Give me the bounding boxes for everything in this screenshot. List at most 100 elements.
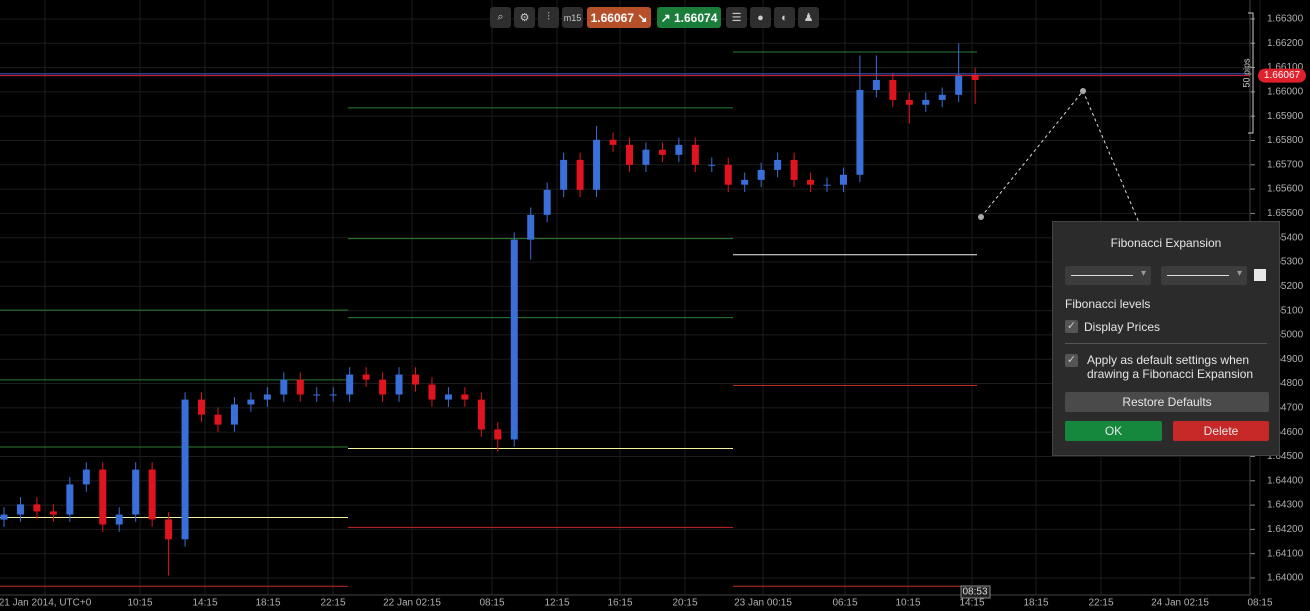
x-tick-label: 08:15	[1247, 598, 1272, 609]
x-tick-label: 10:15	[127, 598, 152, 609]
fib-point	[1080, 88, 1086, 94]
candle-body	[148, 469, 156, 520]
fibonacci-dialog: Fibonacci Expansion Fibonacci levels ✓ D…	[1052, 221, 1280, 456]
x-tick-label: 06:15	[832, 598, 857, 609]
candle-body	[839, 174, 847, 185]
candle-body	[181, 399, 189, 540]
x-tick-label: 14:15	[959, 598, 984, 609]
candle-body	[165, 519, 173, 540]
range-bracket	[1248, 12, 1254, 134]
dialog-title: Fibonacci Expansion	[1110, 236, 1222, 250]
range-label: 50 pips	[1241, 58, 1251, 88]
candle-body	[527, 214, 535, 240]
color-picker[interactable]	[1254, 269, 1266, 281]
y-tick-label: 1.65900	[1267, 111, 1304, 122]
y-tick-label: 1.64300	[1267, 500, 1304, 511]
sell-button[interactable]: 1.66067 ↘	[587, 7, 651, 28]
delete-button[interactable]: Delete	[1173, 421, 1269, 441]
line-width-dropdown[interactable]	[1161, 266, 1247, 285]
y-tick-label: 1.64500	[1267, 451, 1304, 462]
x-tick-label: 12:15	[544, 598, 569, 609]
ok-button[interactable]: OK	[1065, 421, 1162, 441]
y-tick-label: 1.64000	[1267, 573, 1304, 584]
checkbox-label: Apply as default settings when drawing a…	[1087, 353, 1254, 381]
candle-body	[0, 514, 8, 520]
y-tick-label: 1.64600	[1267, 427, 1304, 438]
x-tick-label: 23 Jan 00:15	[734, 598, 792, 609]
candle-body	[296, 379, 304, 395]
checkbox[interactable]: ✓	[1065, 354, 1078, 367]
line-style-dropdown[interactable]	[1065, 266, 1151, 285]
checkbox-label: Display Prices	[1084, 320, 1161, 334]
trader-button[interactable]: ♟	[798, 7, 819, 28]
candle-body	[790, 159, 798, 180]
restore-button[interactable]: Restore Defaults	[1065, 392, 1269, 412]
candle-body	[362, 374, 370, 380]
y-tick-label: 1.66200	[1267, 38, 1304, 49]
zoom-button[interactable]: ⌕	[490, 7, 511, 28]
y-tick-label: 1.64700	[1267, 402, 1304, 413]
x-tick-label: 21 Jan 2014, UTC+0	[0, 598, 92, 609]
candle-body	[461, 394, 469, 400]
info-button[interactable]: ●	[750, 7, 771, 28]
candle-body	[198, 399, 206, 415]
candle-body	[675, 144, 683, 155]
candle-body	[971, 74, 979, 80]
candle-body	[889, 79, 897, 100]
candle-body	[658, 149, 666, 155]
candle-body	[609, 139, 617, 145]
chart-settings-button[interactable]: ⚙	[514, 7, 535, 28]
candle-body	[395, 374, 403, 395]
candle-body	[412, 374, 419, 385]
timeframe-button[interactable]: m15	[562, 7, 583, 28]
y-tick-label: 1.64200	[1267, 524, 1304, 535]
candle-body	[16, 504, 24, 515]
y-tick-label: 1.65100	[1267, 305, 1304, 316]
candle-body	[708, 164, 716, 166]
candle-body	[49, 511, 57, 515]
divider	[1065, 343, 1267, 344]
candle-body	[856, 89, 864, 175]
cursor-time: 08:53	[962, 587, 987, 598]
buy-button[interactable]: ↗ 1.66074	[657, 7, 721, 28]
candle-body	[560, 159, 568, 190]
candle-body	[280, 379, 288, 395]
x-tick-label: 08:15	[479, 598, 504, 609]
candle-body	[642, 149, 650, 165]
y-tick-label: 1.64100	[1267, 548, 1304, 559]
candle-body	[543, 189, 551, 215]
x-tick-label: 10:15	[895, 598, 920, 609]
chart-type-button[interactable]: ⫶	[538, 7, 559, 28]
candle-body	[691, 144, 699, 165]
bid-price: 1.66067	[590, 10, 634, 25]
ask-price: 1.66074	[674, 10, 718, 25]
candle-body	[494, 429, 502, 440]
x-tick-label: 18:15	[1023, 598, 1048, 609]
candle-body	[757, 169, 765, 180]
y-tick-label: 1.64900	[1267, 354, 1304, 365]
y-tick-label: 1.64800	[1267, 378, 1304, 389]
y-tick-label: 1.65200	[1267, 281, 1304, 292]
x-tick-label: 16:15	[607, 598, 632, 609]
x-tick-label: 22:15	[320, 598, 345, 609]
price-tag-label: 1.66067	[1264, 70, 1301, 81]
candle-body	[905, 99, 913, 105]
candle-body	[33, 504, 41, 512]
candle-body	[576, 159, 584, 190]
candle-body	[82, 469, 90, 485]
fib-point	[978, 214, 984, 220]
tools-button[interactable]: ◐	[774, 7, 795, 28]
y-tick-label: 1.65000	[1267, 330, 1304, 341]
y-tick-label: 1.65600	[1267, 184, 1304, 195]
candle-body	[872, 79, 880, 90]
x-tick-label: 18:15	[255, 598, 280, 609]
x-tick-label: 24 Jan 02:15	[1151, 598, 1209, 609]
checkbox[interactable]: ✓	[1065, 320, 1078, 333]
candle-body	[313, 394, 321, 396]
candle-body	[230, 404, 238, 425]
list-button[interactable]: ☰	[726, 7, 747, 28]
candle-body	[774, 159, 782, 170]
candle-body	[132, 469, 140, 515]
